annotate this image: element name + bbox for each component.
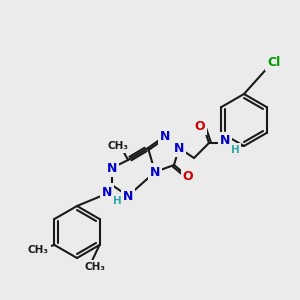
Text: O: O xyxy=(183,170,193,184)
Text: CH₃: CH₃ xyxy=(28,245,49,255)
Text: N: N xyxy=(123,190,133,202)
Text: CH₃: CH₃ xyxy=(107,141,128,151)
Text: N: N xyxy=(174,142,184,154)
Text: N: N xyxy=(107,161,117,175)
Text: O: O xyxy=(195,119,205,133)
Text: CH₃: CH₃ xyxy=(85,262,106,272)
Text: N: N xyxy=(150,166,160,178)
Text: H: H xyxy=(231,145,239,155)
Text: N: N xyxy=(102,185,112,199)
Text: N: N xyxy=(220,134,230,148)
Text: N: N xyxy=(160,130,170,142)
Text: H: H xyxy=(112,196,122,206)
Text: Cl: Cl xyxy=(267,56,280,68)
